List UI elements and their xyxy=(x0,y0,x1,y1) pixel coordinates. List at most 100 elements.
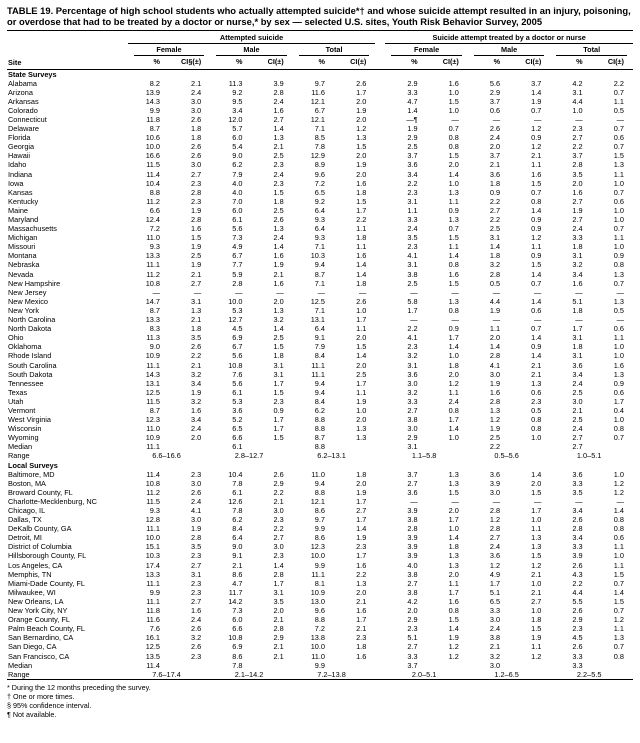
value-cell: 1.9 xyxy=(356,533,367,543)
value-cell: 2.0 xyxy=(356,96,367,106)
value-cell: 1.4 xyxy=(448,169,459,179)
value-cell: 8.5 xyxy=(314,133,325,143)
value-cell: 1.1 xyxy=(531,242,542,252)
group-gap xyxy=(375,79,385,88)
value-cell: 2.6 xyxy=(572,606,583,616)
value-cell: 6.1 xyxy=(232,215,243,224)
value-cell: 2.8 xyxy=(273,569,284,579)
range-cell: 2.2–5.5 xyxy=(576,669,602,679)
value-cell: 7.6 xyxy=(149,624,160,634)
value-cell: 11.6 xyxy=(146,615,160,625)
value-cell: 2.3 xyxy=(407,187,418,197)
value-cell: 0.9 xyxy=(613,251,624,261)
group-gap xyxy=(375,424,385,433)
value-cell: 0.5 xyxy=(613,305,624,315)
site-cell: South Carolina xyxy=(8,360,57,370)
value-cell: 1.4 xyxy=(448,533,459,543)
value-cell: 1.8 xyxy=(531,615,542,625)
value-cell: 2.1 xyxy=(273,642,284,652)
group-gap xyxy=(375,160,385,169)
value-cell: 8.7 xyxy=(314,269,325,279)
group-gap xyxy=(375,524,385,533)
value-cell: 3.4 xyxy=(572,533,583,543)
value-cell: — xyxy=(534,496,542,506)
site-cell: Maryland xyxy=(8,215,39,224)
value-cell: 1.5 xyxy=(613,596,624,606)
site-cell: Colorado xyxy=(8,105,38,115)
value-cell: 0.8 xyxy=(613,524,624,534)
value-cell: 1.6 xyxy=(356,651,367,661)
value-cell: 2.8 xyxy=(489,396,501,406)
data-row: South Carolina 11.1 2.1 10.8 3.1 11.1 2.0 3.1 1.… xyxy=(7,361,633,370)
data-row: Miami-Dade County, FL 11.1 2.3 4.7 1.7 8.1 1.3… xyxy=(7,579,633,588)
value-cell: 0.9 xyxy=(448,324,459,334)
value-cell: 1.5 xyxy=(531,178,542,188)
value-cell: 0.7 xyxy=(613,87,624,97)
value-cell: 11.8 xyxy=(146,114,160,124)
median-row: Median 11.4 7.8 9.9 3.7 3.0 3.3 xyxy=(7,661,633,670)
group-gap xyxy=(375,342,385,351)
table-title: TABLE 19. Percentage of high school stud… xyxy=(7,5,631,27)
data-row: Utah 11.5 3.2 5.3 2.3 8.4 1.9 3.3 2.4 2.8 2.3 3.0 1.… xyxy=(7,397,633,406)
group-gap xyxy=(375,597,385,606)
value-cell: 3.6 xyxy=(407,369,418,379)
value-cell: 8.6 xyxy=(232,569,243,579)
group-gap xyxy=(375,624,385,633)
value-cell: — xyxy=(534,315,542,325)
value-cell: 2.6 xyxy=(356,296,367,306)
value-cell: 2.6 xyxy=(489,124,501,134)
group-gap xyxy=(375,351,385,360)
value-cell: 0.8 xyxy=(613,515,624,525)
value-cell: 2.6 xyxy=(273,215,284,224)
value-cell: 1.9 xyxy=(489,378,501,388)
value-cell: 3.0 xyxy=(489,615,501,625)
value-cell: 4.1 xyxy=(191,506,202,515)
value-cell: 1.1 xyxy=(356,387,367,397)
value-cell: 2.5 xyxy=(191,251,202,261)
value-cell: 2.1 xyxy=(273,615,284,625)
value-cell: — xyxy=(492,287,501,297)
value-cell: 9.4 xyxy=(314,387,325,397)
value-cell: 1.0 xyxy=(448,87,459,97)
group-gap xyxy=(375,406,385,415)
value-cell: 7.8 xyxy=(314,142,325,152)
value-cell: 1.7 xyxy=(356,205,367,215)
value-cell: 12.1 xyxy=(310,496,325,506)
group-gap xyxy=(375,233,385,242)
value-cell: 7.3 xyxy=(232,233,243,243)
site-cell: Nevada xyxy=(8,269,34,279)
value-cell: 3.1 xyxy=(489,233,501,243)
value-cell xyxy=(252,661,293,670)
data-row: New York City, NY 11.8 1.6 7.3 2.0 9.6 1.6 2.0 0… xyxy=(7,606,633,615)
value-cell: 2.7 xyxy=(572,215,583,224)
value-cell: 2.3 xyxy=(273,160,284,170)
site-cell: Utah xyxy=(8,396,24,406)
value-cell: 2.5 xyxy=(273,205,284,215)
value-cell: 1.5 xyxy=(448,487,459,497)
value-cell: 3.4 xyxy=(232,105,243,115)
value-cell: 2.0 xyxy=(407,606,418,616)
data-row: Wyoming 10.9 2.0 6.6 1.5 8.7 1.3 2.9 1.0 2.5 1.0 2.… xyxy=(7,433,633,442)
group-gap xyxy=(375,206,385,215)
value-cell: 3.1 xyxy=(273,360,284,370)
value-cell: 2.7 xyxy=(273,114,284,124)
value-cell: 2.0 xyxy=(356,415,367,425)
data-row: Nebraska 11.1 1.9 7.7 1.9 9.4 1.4 3.1 0.8 3.2 1.5 3… xyxy=(7,260,633,269)
site-cell: Connecticut xyxy=(8,114,47,124)
value-cell: 1.9 xyxy=(356,105,367,115)
site-cell: Delaware xyxy=(8,124,40,134)
value-cell: 0.7 xyxy=(613,224,624,234)
value-cell: 1.4 xyxy=(531,205,542,215)
value-cell: 0.7 xyxy=(531,278,542,288)
data-row: Florida 10.6 1.8 6.0 1.3 8.5 1.3 2.9 0.8 2.4 0.9 2.… xyxy=(7,133,633,142)
site-cell: Tennessee xyxy=(8,378,44,388)
value-cell: 12.8 xyxy=(145,515,160,525)
data-row: Iowa 10.4 2.3 4.0 2.3 7.2 1.6 2.2 1.0 1.8 1.5 2.0 1.… xyxy=(7,179,633,188)
value-cell: 2.7 xyxy=(191,278,202,288)
value-cell: 2.0 xyxy=(356,478,367,488)
group-gap xyxy=(375,470,385,479)
value-cell: 1.7 xyxy=(273,578,284,588)
value-cell: 12.0 xyxy=(228,114,243,124)
value-cell xyxy=(509,442,550,451)
value-cell: 10.8 xyxy=(228,633,243,643)
